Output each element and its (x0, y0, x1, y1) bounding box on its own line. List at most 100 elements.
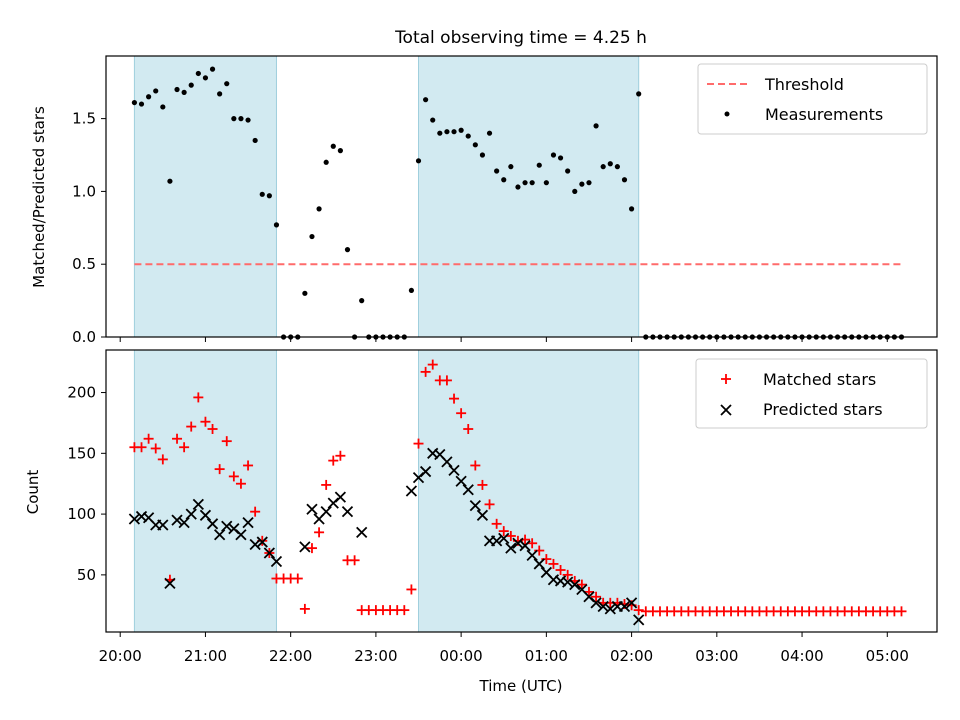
measurement-point (217, 91, 223, 97)
matched-star-point (321, 479, 332, 490)
predicted-star-point (242, 516, 254, 529)
predicted-star-point (235, 529, 247, 541)
predicted-star-point (164, 577, 176, 590)
matched-star-point (591, 591, 602, 602)
matched-star-point (157, 454, 168, 465)
measurement-point (174, 86, 180, 93)
matched-star-point (179, 442, 190, 453)
matched-star-point (214, 464, 225, 475)
top-ylabel: Matched/Predicted stars (30, 106, 48, 288)
y-tick-label: 50 (77, 566, 96, 584)
measurement-point (316, 206, 322, 212)
measurement-point (501, 177, 507, 183)
matched-star-point (527, 538, 538, 549)
predicted-star-point (618, 600, 631, 613)
predicted-star-point (178, 516, 190, 529)
x-tick-label: 01:00 (525, 647, 568, 665)
legend-predicted-marker (720, 404, 732, 416)
legend-threshold-label: Threshold (764, 75, 844, 94)
measurement-point (572, 188, 578, 195)
x-tick-label: 21:00 (184, 647, 227, 665)
legend-matched-marker (721, 374, 731, 384)
measurement-point (195, 70, 201, 77)
predicted-star-point (334, 491, 347, 503)
matched-star-point (470, 460, 481, 471)
measurement-point (486, 130, 493, 136)
measurement-point (181, 89, 187, 95)
x-tick-label: 22:00 (269, 647, 312, 665)
predicted-star-point (128, 513, 141, 525)
predicted-star-point (214, 529, 226, 541)
measurement-point (138, 101, 145, 107)
bottom-legend-frame (695, 358, 928, 429)
matched-star-point (250, 506, 261, 517)
measurement-point (408, 287, 415, 294)
predicted-star-point (512, 537, 524, 549)
measurement-point (621, 177, 628, 183)
measurement-point (508, 164, 514, 170)
predicted-star-point (441, 456, 453, 468)
predicted-star-point (455, 475, 467, 487)
x-tick-label: 00:00 (440, 647, 483, 665)
measurement-point (259, 191, 265, 197)
measurement-point (273, 222, 280, 228)
matched-star-point (441, 375, 452, 386)
matched-star-point (491, 518, 502, 529)
matched-star-point (292, 573, 303, 584)
y-tick-label: 150 (67, 444, 96, 462)
predicted-star-point (625, 597, 638, 609)
predicted-star-point (192, 498, 204, 511)
x-tick-label: 20:00 (99, 647, 142, 665)
matched-star-point (633, 605, 644, 616)
matched-star-point (548, 558, 559, 569)
measurement-point (614, 164, 620, 170)
x-tick-label: 05:00 (866, 647, 909, 665)
matched-star-point (150, 443, 161, 454)
y-tick-label: 1.0 (72, 182, 96, 200)
matched-star-point (306, 543, 317, 554)
predicted-star-point (476, 509, 489, 521)
measurement-point (167, 178, 173, 184)
measurement-point (323, 159, 329, 165)
matched-star-point (228, 471, 239, 482)
predicted-star-point (306, 503, 318, 515)
legend-matched-label: Matched stars (763, 370, 876, 389)
matched-star-point (186, 421, 197, 432)
matched-star-point (172, 433, 183, 444)
predicted-star-point (562, 576, 574, 588)
measurement-point (337, 148, 343, 154)
top-legend-frame (697, 63, 928, 135)
matched-star-point (449, 393, 460, 404)
predicted-star-point (469, 499, 481, 512)
legend-predicted-label: Predicted stars (763, 400, 883, 419)
top-yticks: 0.0 0.5 1.0 1.5 (72, 110, 106, 346)
measurement-point (494, 168, 500, 174)
bottom-legend: Matched stars Predicted stars (695, 358, 928, 429)
top-spans (133, 55, 640, 338)
predicted-star-point (419, 465, 432, 478)
shaded-span (133, 55, 277, 338)
x-tick-label: 23:00 (354, 647, 397, 665)
measurement-point (543, 180, 549, 186)
measurement-point (607, 161, 613, 167)
measurement-point (131, 99, 138, 106)
matched-star-point (576, 579, 587, 590)
predicted-star-point (462, 484, 474, 496)
matched-star-point (420, 366, 431, 377)
measurement-point (437, 130, 443, 136)
measurement-point (550, 152, 557, 158)
matched-star-point (193, 392, 204, 403)
matched-star-point (896, 606, 907, 617)
measurement-point (359, 298, 365, 304)
measurement-point (430, 117, 436, 123)
matched-star-point (207, 424, 218, 435)
predicted-star-point (249, 538, 261, 551)
matched-star-point (335, 450, 346, 461)
matched-star-point (200, 416, 211, 427)
y-tick-label: 1.5 (72, 110, 96, 128)
matched-star-point (456, 408, 467, 419)
legend-measurements-label: Measurements (765, 105, 883, 124)
matched-star-point (406, 584, 417, 595)
measurement-point (153, 88, 159, 94)
